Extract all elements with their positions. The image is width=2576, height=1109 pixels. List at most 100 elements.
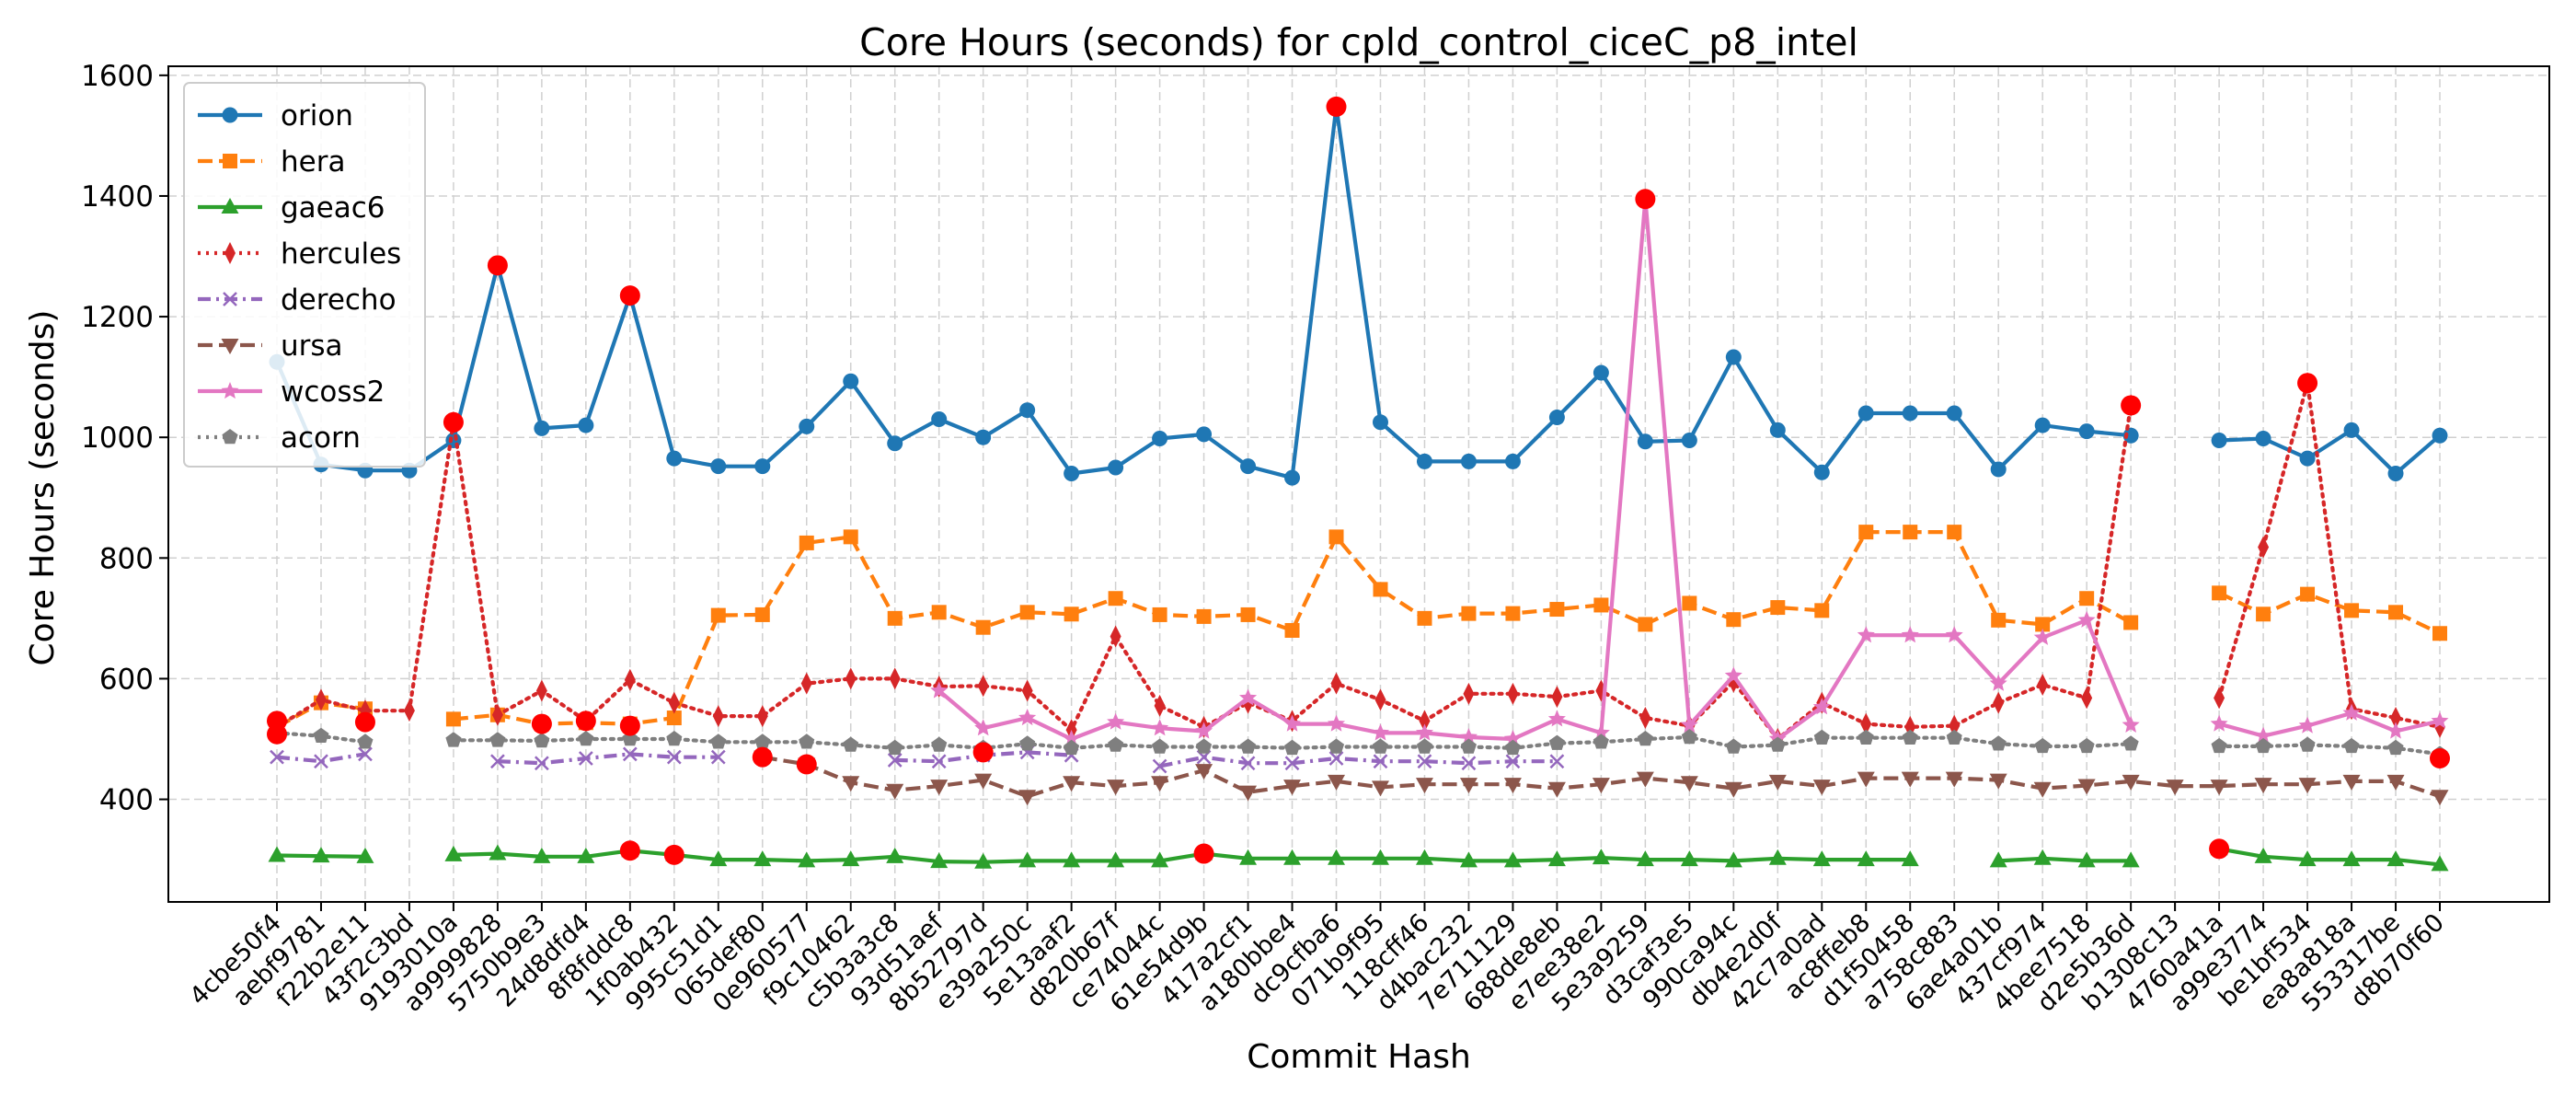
y-tick-label: 1000 xyxy=(81,422,154,455)
orion-point xyxy=(1064,466,1080,482)
derecho-point xyxy=(931,754,947,769)
hercules-point xyxy=(889,667,901,690)
hercules-point xyxy=(1949,714,1961,737)
acorn-point xyxy=(445,732,462,747)
acorn-point xyxy=(843,736,859,752)
acorn-point xyxy=(2387,739,2404,756)
ursa-point xyxy=(1901,771,1919,788)
legend-label: orion xyxy=(281,99,353,133)
wcoss2-point xyxy=(1989,674,2007,691)
hera-point xyxy=(1108,591,1123,606)
orion-point xyxy=(2432,427,2448,444)
hercules-point xyxy=(1330,672,1342,695)
ursa-point xyxy=(1283,780,1302,796)
gaeac6-point xyxy=(2077,851,2096,868)
hercules-point xyxy=(2037,673,2049,696)
hercules-point xyxy=(1419,710,1431,733)
orion-point xyxy=(534,420,550,436)
wcoss2-point xyxy=(2077,610,2096,628)
wcoss2-point xyxy=(2122,715,2140,733)
highlight-point xyxy=(796,754,817,775)
acorn-point xyxy=(1548,734,1565,750)
series-line-wcoss2 xyxy=(2218,710,2441,738)
orion-point xyxy=(1990,461,2007,478)
legend-derecho-point xyxy=(223,292,237,306)
gaeac6-point xyxy=(2342,850,2361,867)
gaeac6-point xyxy=(1107,851,1125,868)
wcoss2-point xyxy=(1724,666,1742,684)
orion-point xyxy=(2211,432,2227,448)
acorn-point xyxy=(2034,737,2051,754)
ursa-point xyxy=(1063,776,1081,792)
acorn-point xyxy=(1813,729,1830,745)
gaeac6-point xyxy=(489,844,507,861)
hera-point xyxy=(1770,600,1786,616)
wcoss2-point xyxy=(1680,715,1698,733)
gaeac6-point xyxy=(753,850,772,867)
wcoss2-point xyxy=(2342,703,2361,721)
acorn-point xyxy=(1372,738,1388,754)
wcoss2-point xyxy=(930,681,949,699)
gaeac6-point xyxy=(974,852,993,869)
derecho-point xyxy=(1240,756,1256,771)
gaeac6-point xyxy=(1636,850,1654,867)
gaeac6-point xyxy=(1371,849,1389,865)
hera-point xyxy=(1505,606,1521,621)
gaeac6-point xyxy=(798,851,816,868)
wcoss2-point xyxy=(1151,719,1169,736)
hercules-point xyxy=(1374,688,1386,711)
hercules-point xyxy=(2390,707,2402,730)
hercules-point xyxy=(1463,682,1475,705)
derecho-point xyxy=(534,756,549,771)
ursa-point xyxy=(1812,780,1831,796)
highlight-point xyxy=(487,255,508,276)
gaeac6-point xyxy=(1857,850,1875,867)
hera-point xyxy=(754,606,770,622)
ursa-point xyxy=(2431,790,2449,806)
derecho-point xyxy=(1328,751,1344,766)
hera-point xyxy=(1328,529,1344,545)
gaeac6-point xyxy=(2033,849,2052,865)
orion-point xyxy=(2299,450,2316,467)
legend-item-hercules: hercules xyxy=(198,237,401,271)
ursa-point xyxy=(1768,774,1787,791)
hera-point xyxy=(1991,612,2007,628)
orion-point xyxy=(2343,422,2360,438)
y-tick-label: 1600 xyxy=(81,60,154,93)
wcoss2-point xyxy=(1945,626,1963,643)
wcoss2-point xyxy=(1107,712,1125,730)
wcoss2-point xyxy=(1372,723,1389,741)
highlight-point xyxy=(1193,843,1214,864)
hera-point xyxy=(1682,595,1697,611)
orion-point xyxy=(1416,453,1432,469)
legend-label: acorn xyxy=(281,422,361,455)
orion-point xyxy=(666,450,683,467)
orion-point xyxy=(1504,453,1521,469)
gaeac6-point xyxy=(709,850,728,867)
hera-point xyxy=(887,610,903,626)
series-line-derecho xyxy=(497,752,719,766)
hercules-point xyxy=(1021,679,1033,702)
highlight-point xyxy=(1326,96,1347,117)
hera-point xyxy=(843,529,858,545)
hera-point xyxy=(2300,586,2316,602)
y-tick-label: 800 xyxy=(99,542,154,575)
highlight-point xyxy=(531,713,552,734)
wcoss2-point xyxy=(1857,626,1875,643)
plot-frame xyxy=(167,65,2550,903)
derecho-point xyxy=(710,749,726,765)
hera-point xyxy=(1019,605,1035,620)
series-line-wcoss2 xyxy=(937,197,2133,742)
hercules-point xyxy=(1860,712,1872,735)
wcoss2-point xyxy=(2210,714,2228,732)
wcoss2-point xyxy=(1592,723,1610,741)
legend-item-acorn: acorn xyxy=(198,422,361,455)
hercules-point xyxy=(756,705,768,728)
wcoss2-point xyxy=(1901,626,1919,643)
highlight-point xyxy=(2209,838,2230,860)
legend-label: gaeac6 xyxy=(281,191,385,225)
ursa-point xyxy=(886,783,904,800)
orion-point xyxy=(1240,458,1257,475)
ursa-point xyxy=(2254,778,2272,794)
orion-point xyxy=(1637,433,1653,450)
